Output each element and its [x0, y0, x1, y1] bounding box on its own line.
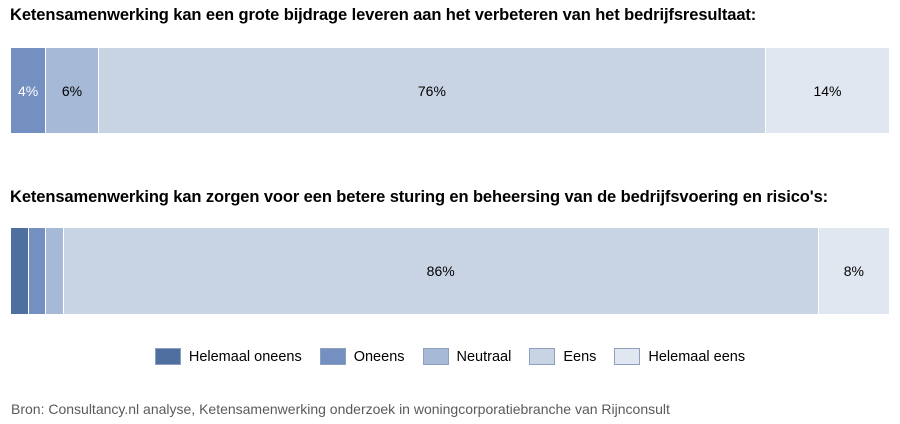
legend-item-helemaal-eens: Helemaal eens — [614, 348, 745, 365]
chart-1-data-label-helemaal-eens: 14% — [813, 82, 842, 99]
legend-swatch-oneens — [319, 348, 346, 365]
chart-2-segment-helemaal-eens: 8% — [818, 228, 889, 314]
chart-2-segment-oneens — [28, 228, 47, 314]
legend-item-helemaal-oneens: Helemaal oneens — [154, 348, 302, 365]
chart-1-segment-oneens: 4% — [11, 48, 47, 133]
legend-swatch-eens — [529, 348, 556, 365]
chart-2-segment-eens: 86% — [63, 228, 819, 314]
legend-label-helemaal-eens: Helemaal eens — [648, 348, 746, 365]
chart-2-title: Ketensamenwerking kan zorgen voor een be… — [10, 188, 829, 206]
chart-1-data-label-eens: 76% — [417, 82, 446, 99]
legend-item-neutraal: Neutraal — [422, 348, 512, 365]
chart-2-segment-neutraal — [46, 228, 64, 314]
chart-2-data-label-helemaal-eens: 8% — [843, 263, 864, 279]
legend-swatch-helemaal-oneens — [154, 348, 181, 365]
chart-1-segment-helemaal-eens: 14% — [766, 48, 889, 133]
chart-1-data-label-oneens: 4% — [17, 82, 39, 99]
chart-1-stacked-bar: 4% 6% 76% 14% — [11, 48, 889, 133]
chart-2-data-label-eens: 86% — [426, 263, 455, 279]
legend-swatch-neutraal — [422, 348, 449, 365]
legend-label-eens: Eens — [563, 348, 597, 365]
legend-label-helemaal-oneens: Helemaal oneens — [188, 348, 302, 365]
legend-label-neutraal: Neutraal — [456, 348, 512, 365]
chart-2-stacked-bar: 86% 8% — [11, 228, 889, 314]
legend-label-oneens: Oneens — [353, 348, 405, 365]
chart-1-title: Ketensamenwerking kan een grote bijdrage… — [10, 6, 757, 24]
chart-1-segment-neutraal: 6% — [46, 48, 99, 133]
chart-1-segment-eens: 76% — [98, 48, 767, 133]
legend-item-eens: Eens — [529, 348, 596, 365]
source-note: Bron: Consultancy.nl analyse, Ketensamen… — [11, 401, 670, 417]
chart-2-segment-helemaal-oneens — [11, 228, 29, 314]
chart-1-data-label-neutraal: 6% — [61, 82, 83, 99]
legend: Helemaal oneens Oneens Neutraal Eens Helemaa… — [0, 348, 900, 365]
legend-swatch-helemaal-eens — [614, 348, 641, 365]
legend-item-oneens: Oneens — [319, 348, 405, 365]
